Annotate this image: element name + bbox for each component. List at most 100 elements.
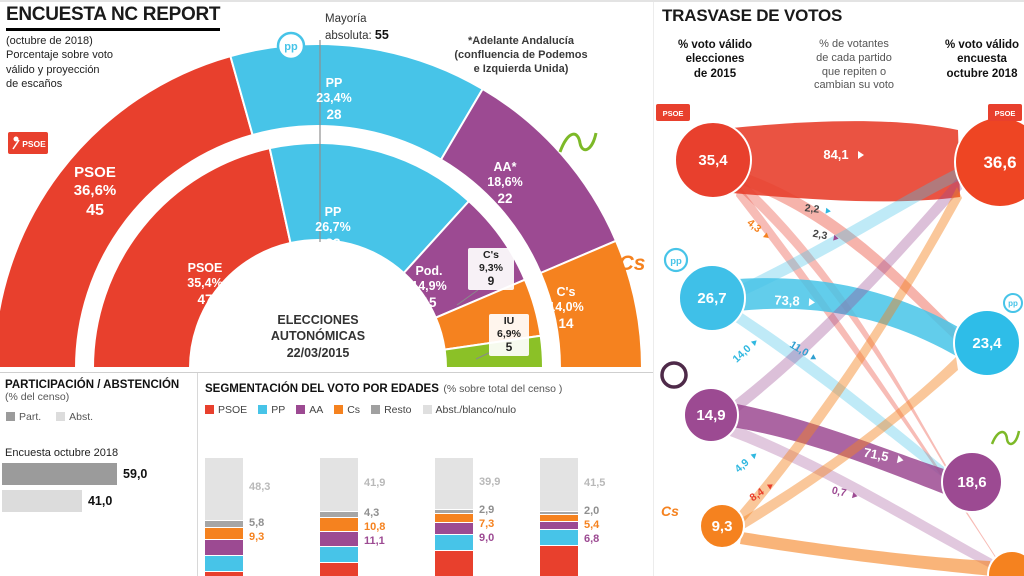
participation-section: PARTICIPACIÓN / ABSTENCIÓN (% del censo)… — [0, 373, 197, 576]
svg-text:73,8: 73,8 — [774, 292, 800, 308]
majority-line-2: absoluta: 55 — [325, 27, 389, 42]
arrow-icon — [825, 207, 831, 214]
node-value-psoe-2015: 35,4 — [698, 152, 728, 169]
vertical-divider-bottom — [197, 373, 198, 576]
arrow-icon — [750, 340, 757, 346]
bar-value-resto: 2,9 — [479, 503, 495, 516]
legend-item-resto: Resto — [371, 404, 412, 416]
node-podemos-2015 — [683, 387, 739, 443]
band-cs-to-cs — [740, 532, 992, 576]
bar-segment-resto — [540, 510, 578, 514]
band-pp-to-aa — [734, 309, 946, 480]
pp-logo-text: pp — [284, 41, 298, 53]
segmentation-title: SEGMENTACIÓN DEL VOTO POR EDADES — [205, 383, 439, 395]
band-podemos-to-psoe — [730, 177, 962, 415]
bar-value-resto: 4,3 — [364, 507, 380, 520]
svg-text:71,5: 71,5 — [862, 445, 890, 465]
band-psoe-to-pp — [740, 172, 960, 345]
age-group-bar-3: 39,9 2,9 7,3 9,0 — [435, 457, 531, 576]
bar-value-abst: 39,9 — [479, 475, 501, 488]
svg-text:pp: pp — [670, 256, 682, 267]
arrow-icon — [808, 298, 815, 307]
subtitle-line: válido y proyección — [6, 63, 100, 76]
node-value-pp-2015: 26,7 — [697, 290, 726, 307]
bar-segment-pp — [540, 529, 578, 546]
flow-label-podemos-aa: 71,5 — [862, 445, 904, 465]
segmentation-bars: 48,3 5,8 9,3 41,9 4,3 10,8 11,1 39,9 2,9 7,3 9,0 41… — [197, 373, 654, 576]
bar-value-cs: 7,3 — [479, 517, 495, 530]
page-title: ENCUESTA NC REPORT — [6, 4, 220, 31]
sankey-nodes: 35,4 26,7 14,9 9,3 36,6 23,4 18,6 — [674, 116, 1024, 576]
donut-segment-outer-cs — [539, 239, 644, 369]
band-cs-to-psoe — [738, 187, 962, 522]
ciudadanos-logo-text: Cs — [619, 252, 646, 275]
bar-segment-pp — [435, 533, 473, 550]
segmentation-section: SEGMENTACIÓN DEL VOTO POR EDADES (% sobr… — [197, 373, 654, 576]
pp-logo-left: pp — [663, 247, 689, 273]
legend-label-part: Part. — [19, 411, 42, 423]
legend-swatch-abst — [56, 412, 66, 421]
donut-overlay: PSOE pp Cs — [8, 31, 646, 360]
subtitle-line: de escaños — [6, 77, 63, 90]
sankey-logos: PSOE PSOE pp pp Cs — [656, 104, 1023, 519]
bar-value-abst: 41,5 — [584, 476, 606, 489]
bar-segment-aa — [435, 522, 473, 534]
pp-ring-icon — [1003, 293, 1023, 313]
arc-label-psoe-2018: PSOE 36,6% 45 — [73, 164, 117, 219]
vertical-divider-main — [653, 2, 654, 576]
bar-segment-abst — [320, 457, 358, 512]
participation-row-abst: 41,0 — [2, 489, 192, 512]
ciudadanos-logo-small: Cs — [661, 503, 679, 519]
bar-segment-psoe — [435, 549, 473, 576]
legend-swatch-part — [6, 412, 15, 421]
bar-segment-cs — [205, 527, 243, 540]
node-value-aa-2018: 18,6 — [957, 474, 986, 491]
bar-value-aa: 6,8 — [584, 533, 600, 546]
flow-label-psoe-psoe: 84,1 — [823, 147, 864, 162]
bar-segment-resto — [320, 511, 358, 518]
svg-text:PSOE: PSOE — [995, 109, 1016, 118]
arrow-icon — [810, 354, 817, 360]
node-pp-2018 — [953, 309, 1021, 377]
column-header-2018: % voto válido encuesta octubre 2018 — [944, 39, 1020, 80]
participation-bar — [2, 462, 118, 485]
psoe-logo-left: PSOE — [656, 104, 690, 121]
age-group-bar-4: 41,5 2,0 5,4 6,8 — [540, 457, 636, 576]
seat-half-donut-chart: PSOE pp Cs — [0, 31, 646, 369]
callout-iu-2015: IU 6,9% 5 — [489, 314, 529, 356]
band-psoe-to-psoe — [732, 121, 960, 202]
band-cs-to-pp — [740, 357, 958, 530]
legend-swatch-psoe — [205, 405, 214, 414]
adelante-andalucia-logo-small-icon — [990, 430, 1021, 446]
arc-label-podemos-2015: Pod. 14,9% 15 — [411, 264, 447, 310]
bar-segment-resto — [205, 519, 243, 528]
vote-transfer-sankey: 35,4 26,7 14,9 9,3 36,6 23,4 18,6 PSOE P… — [656, 104, 1024, 576]
bar-segment-cs — [435, 512, 473, 523]
bar-segment-psoe — [320, 561, 358, 576]
bar-segment-aa — [205, 539, 243, 556]
bar-segment-cs — [320, 517, 358, 532]
arrow-icon — [833, 234, 839, 241]
node-value-podemos-2015: 14,9 — [696, 407, 725, 424]
legend-item-psoe: PSOE — [205, 404, 247, 416]
svg-text:84,1: 84,1 — [823, 147, 848, 162]
node-pp-2015 — [678, 264, 746, 332]
majority-value: 55 — [374, 27, 389, 42]
horizontal-divider — [0, 372, 654, 373]
arrow-icon — [750, 453, 757, 460]
psoe-logo-stem-icon — [12, 139, 20, 150]
subtitle-line: Porcentaje sobre voto — [6, 49, 114, 62]
arrow-icon — [851, 492, 858, 499]
legend-item-pp: PP — [258, 404, 285, 416]
bar-segment-aa — [540, 520, 578, 530]
flow-bands — [730, 121, 1002, 576]
bar-value-resto: 5,8 — [249, 516, 265, 529]
flow-label-pp-pp: 73,8 — [774, 292, 815, 309]
page-subtitle: (octubre de 2018) Porcentaje sobre voto … — [6, 34, 113, 91]
legend-item-aa: AA — [296, 404, 323, 416]
node-cs-2018-partial — [987, 550, 1024, 576]
segmentation-legend: PSOE PP AA Cs Resto Abst./blanco/nulo — [205, 404, 516, 416]
arrow-icon — [896, 455, 904, 464]
majority-line-1: Mayoría — [325, 13, 367, 25]
